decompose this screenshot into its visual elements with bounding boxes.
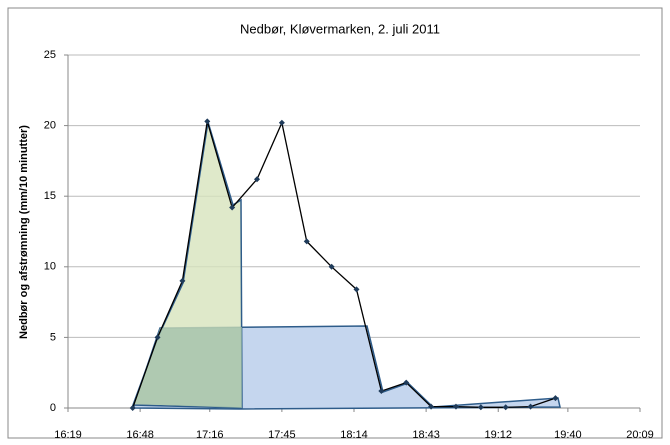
- rain-point: [502, 404, 509, 411]
- rain-point: [477, 404, 484, 411]
- x-tick-label: 18:43: [412, 429, 440, 441]
- x-tick-label: 16:48: [126, 429, 154, 441]
- x-tick-label: 19:40: [554, 429, 582, 441]
- rain-point: [403, 379, 410, 386]
- y-tick-label: 10: [44, 261, 56, 273]
- y-tick-label: 0: [50, 402, 56, 414]
- x-tick-label: 20:09: [626, 429, 654, 441]
- runoff-overlap: [135, 327, 242, 408]
- chart-title: Nedbør, Kløvermarken, 2. juli 2011: [240, 21, 440, 36]
- rain-point: [428, 403, 435, 410]
- x-tick-label: 18:14: [340, 429, 368, 441]
- rain-point: [154, 334, 161, 341]
- rain-point: [129, 405, 136, 411]
- rain-point: [303, 238, 310, 245]
- x-tick-label: 16:19: [54, 429, 82, 441]
- x-tick-label: 17:16: [196, 429, 224, 441]
- y-tick-label: 25: [44, 49, 56, 61]
- rain-point: [552, 395, 559, 402]
- rain-point: [353, 286, 360, 293]
- rain-point: [527, 403, 534, 410]
- rain-point: [179, 277, 186, 284]
- rain-point: [278, 119, 285, 126]
- y-tick-label: 15: [44, 190, 56, 202]
- x-tick-label: 19:12: [484, 429, 512, 441]
- rain-point: [204, 118, 211, 125]
- rain-point: [254, 176, 261, 183]
- rain-line: [132, 120, 556, 409]
- rain-point: [378, 388, 385, 395]
- y-tick-label: 20: [44, 120, 56, 132]
- y-axis-label: Nedbør og afstrømning (mm/10 minutter): [18, 125, 30, 339]
- rain-point: [452, 403, 459, 410]
- rain-point: [229, 204, 236, 211]
- x-tick-label: 17:45: [268, 429, 296, 441]
- y-tick-label: 5: [50, 331, 56, 343]
- rain-point: [328, 263, 335, 270]
